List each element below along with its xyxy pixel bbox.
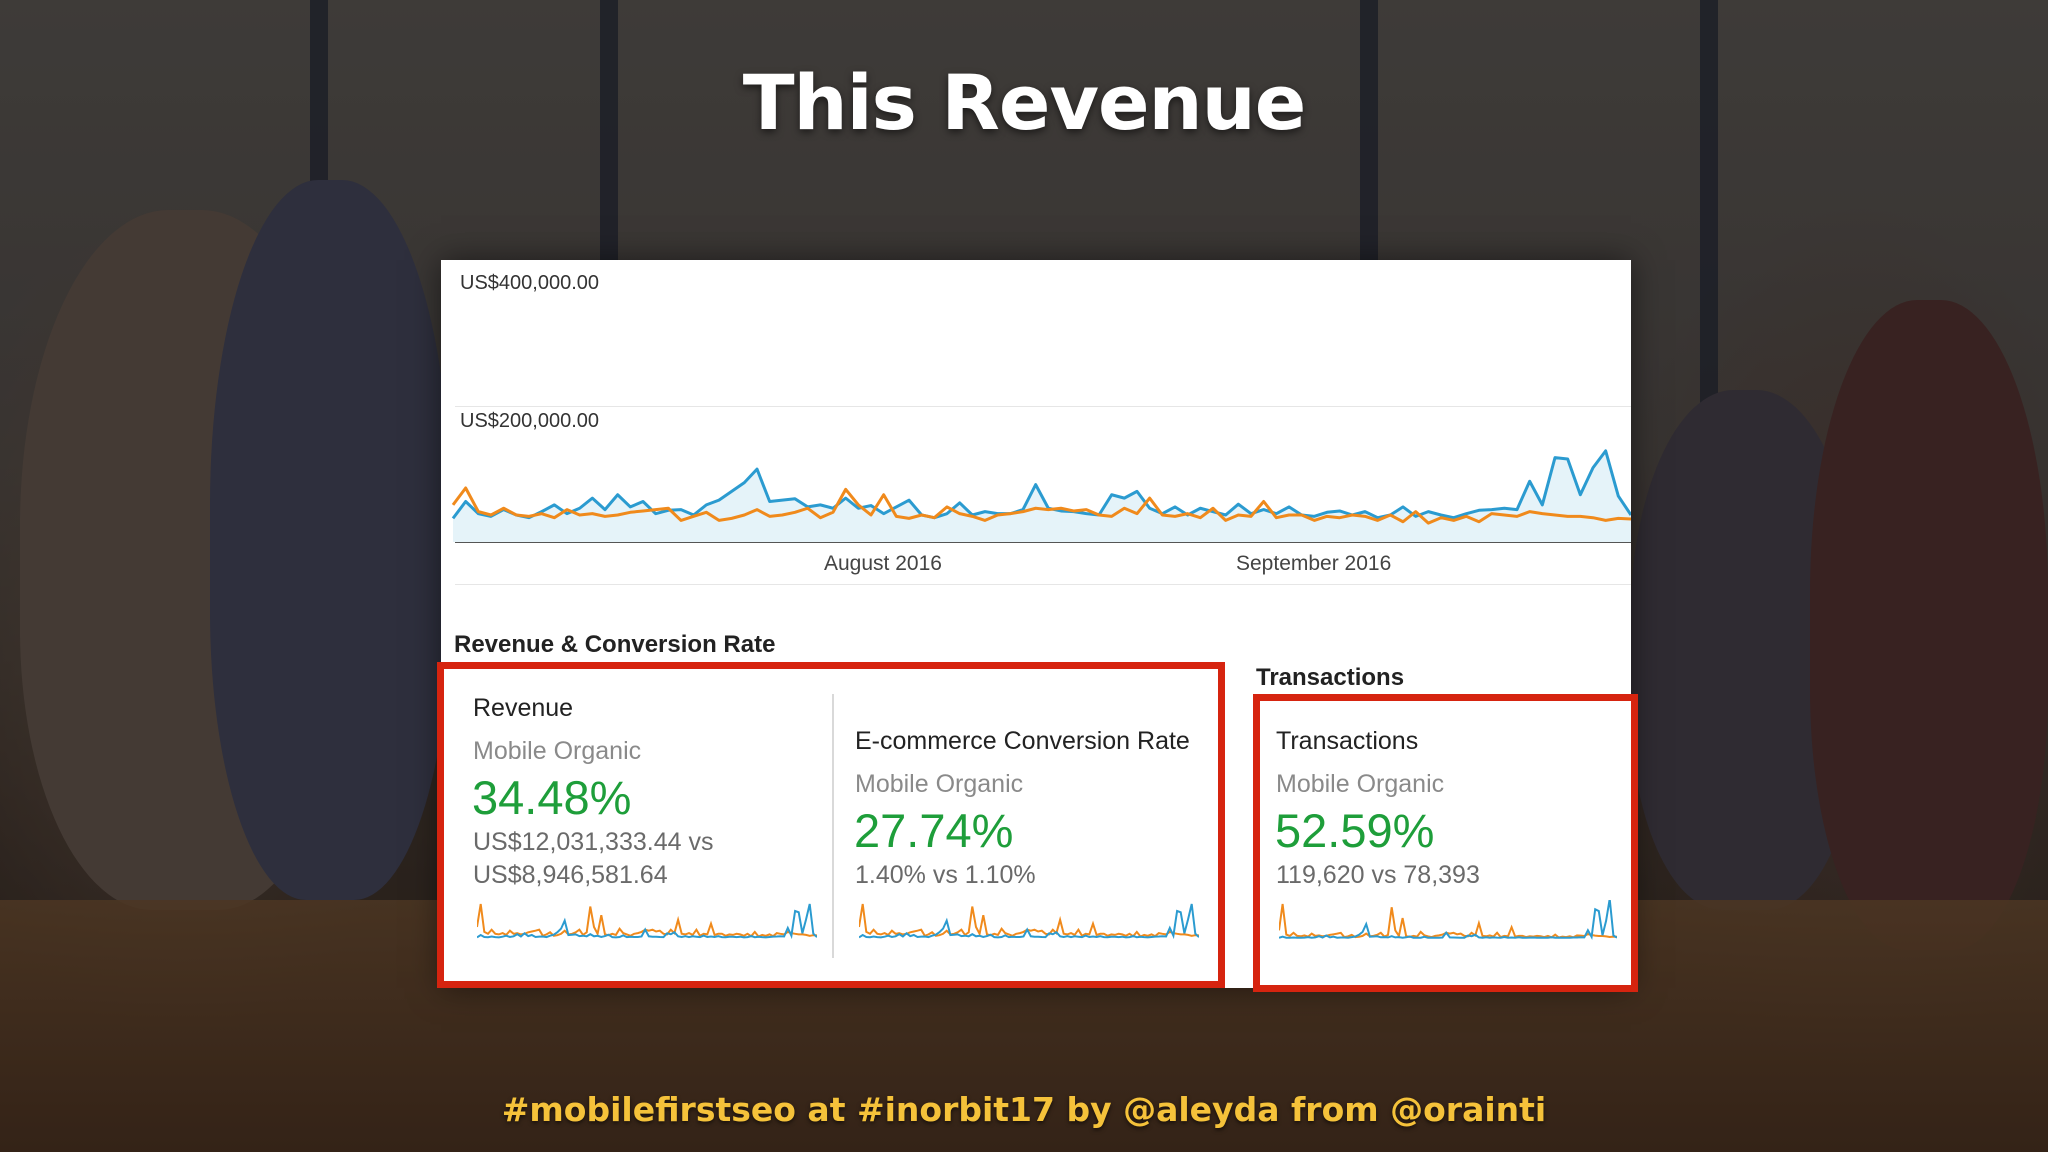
panel-divider <box>832 694 834 958</box>
metric-title: E-commerce Conversion Rate <box>855 727 1190 755</box>
metric-change: 27.74% <box>854 804 1014 857</box>
metric-comparison: 1.40% vs 1.10% <box>855 861 1036 889</box>
y-tick-label: US$400,000.00 <box>460 272 600 294</box>
metric-segment: Mobile Organic <box>855 770 1024 798</box>
section-title: Revenue & Conversion Rate <box>454 631 776 658</box>
transactions-sparkline <box>1279 900 1617 941</box>
analytics-screenshot: US$400,000.00 US$200,000.00 August 2016 … <box>441 260 1631 988</box>
slide-title: This Revenue <box>742 58 1307 147</box>
transactions-highlight <box>1253 694 1638 992</box>
sparkline-series <box>859 903 1199 938</box>
slide-footer: #mobilefirstseo at #inorbit17 by @aleyda… <box>501 1090 1547 1129</box>
x-tick-label: August 2016 <box>824 552 942 575</box>
section-title: Transactions <box>1256 664 1405 691</box>
person-silhouette <box>210 180 450 900</box>
revenue-sparkline <box>477 903 817 940</box>
y-tick-label: US$200,000.00 <box>460 410 600 432</box>
sparkline-series <box>859 903 1199 940</box>
metric-change: 34.48% <box>472 771 632 824</box>
metric-title: Transactions <box>1276 727 1419 755</box>
gridline <box>455 406 1631 407</box>
metric-comparison: 119,620 vs 78,393 <box>1276 861 1480 889</box>
sparkline-series <box>477 903 817 938</box>
metric-comparison: US$8,946,581.64 <box>473 861 668 889</box>
revenue-conversion-highlight <box>437 662 1225 988</box>
sparkline-series <box>477 903 817 940</box>
sparkline-series <box>1279 900 1617 941</box>
metric-change: 52.59% <box>1275 804 1435 857</box>
x-tick-label: September 2016 <box>1236 552 1392 575</box>
metric-segment: Mobile Organic <box>1276 770 1445 798</box>
revenue-line-chart <box>451 449 1631 542</box>
metric-title: Revenue <box>473 694 574 722</box>
gridline <box>455 584 1631 585</box>
conversion-sparkline <box>859 903 1199 940</box>
series-line-primary <box>451 449 1631 520</box>
person-silhouette <box>1810 300 2048 950</box>
x-axis-line <box>455 542 1631 543</box>
metric-segment: Mobile Organic <box>473 737 642 765</box>
series-line-secondary <box>451 486 1631 525</box>
metric-comparison: US$12,031,333.44 vs <box>473 828 714 856</box>
